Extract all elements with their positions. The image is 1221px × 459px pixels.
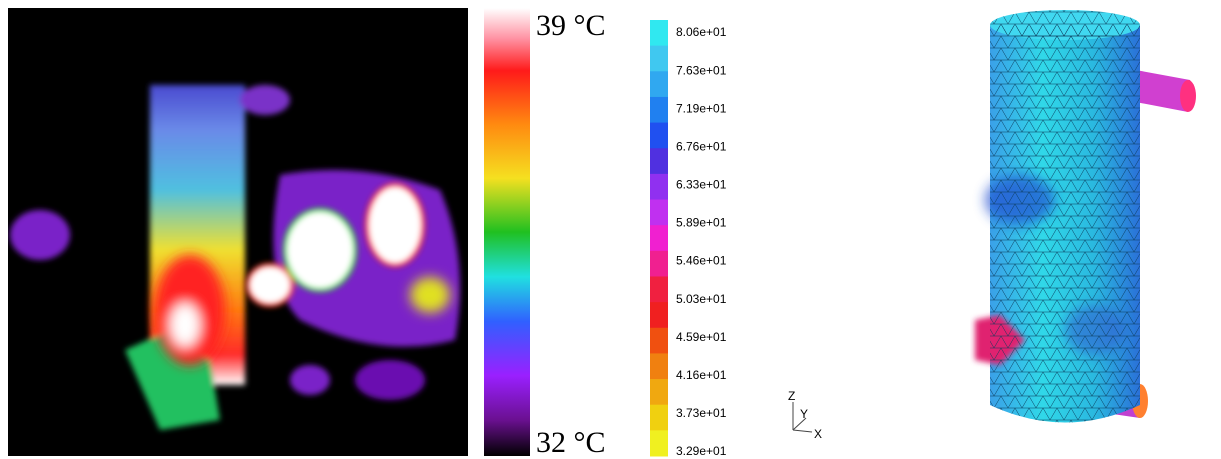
colorbar-band [650, 123, 668, 149]
colorbar-label: 5.89e+01 [676, 216, 727, 230]
colorbar-label: 7.19e+01 [676, 101, 727, 115]
axis-x: X [814, 427, 822, 441]
colorbar-band [650, 97, 668, 123]
colorbar-band [650, 71, 668, 97]
colorbar-label: 6.76e+01 [676, 139, 727, 153]
colorbar-band [650, 328, 668, 354]
colorbar-band [650, 251, 668, 277]
simulation-colorbar: 8.06e+01 7.63e+01 7.19e+01 6.76e+01 6.33e+01… [650, 20, 727, 458]
colorbar-band [650, 46, 668, 72]
max-temperature: 39 °C [536, 9, 606, 42]
colorbar-band [650, 20, 668, 46]
axis-y: Y [800, 407, 808, 421]
colorbar-label: 3.73e+01 [676, 406, 727, 420]
colorbar-label: 4.16e+01 [676, 368, 727, 382]
colorbar-band [650, 148, 668, 174]
min-temperature: 32 °C [536, 426, 606, 459]
colorbar-label: 7.63e+01 [676, 63, 727, 77]
colorbar-label: 5.03e+01 [676, 292, 727, 306]
colorbar-label: 8.06e+01 [676, 25, 727, 39]
colorbar-band [650, 353, 668, 379]
colorbar-label: 3.29e+01 [676, 444, 727, 458]
colorbar-label: 4.59e+01 [676, 330, 727, 344]
colorbar-band [650, 225, 668, 251]
colorbar-band [650, 430, 668, 456]
colorbar-label: 6.33e+01 [676, 178, 727, 192]
colorbar-band [650, 200, 668, 226]
axis-z: Z [788, 389, 795, 403]
colorbar-band [650, 379, 668, 405]
colorbar-label: 5.46e+01 [676, 254, 727, 268]
cylinder-model [975, 10, 1196, 423]
thermal-colorbar [484, 8, 530, 456]
colorbar-band [650, 174, 668, 200]
colorbar-band [650, 302, 668, 328]
figure: 39 °C 32 °C 8.06e+01 7.63e+01 7.19e+01 6.76… [0, 0, 1221, 459]
colorbar-band [650, 405, 668, 431]
colorbar-band [650, 276, 668, 302]
thermal-image [8, 8, 468, 456]
